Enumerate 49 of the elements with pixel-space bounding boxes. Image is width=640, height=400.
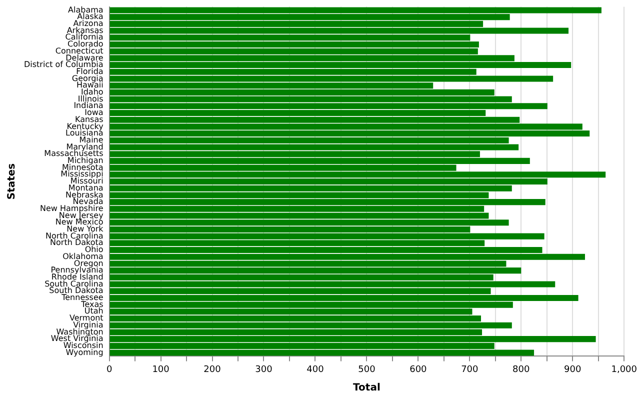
y-tick-label: Arizona bbox=[73, 19, 104, 28]
y-tick-label: Indiana bbox=[74, 101, 104, 110]
y-tick-label: Texas bbox=[80, 300, 104, 309]
x-tick-label: 800 bbox=[512, 364, 530, 375]
x-tick-label: 500 bbox=[358, 364, 376, 375]
y-tick-label: Delaware bbox=[66, 53, 104, 62]
y-tick-label: Maine bbox=[79, 135, 104, 144]
y-tick-label: Wisconsin bbox=[63, 341, 104, 350]
y-tick-label: Missouri bbox=[70, 176, 104, 186]
y-tick-label: Tennessee bbox=[60, 293, 104, 302]
y-tick-label: Washington bbox=[56, 327, 104, 336]
y-tick-label: New Hampshire bbox=[40, 204, 104, 213]
x-tick-label: 600 bbox=[410, 364, 428, 375]
y-tick-label: Nebraska bbox=[66, 190, 104, 200]
x-tick-label: 300 bbox=[255, 364, 273, 375]
y-axis-title: States bbox=[6, 163, 18, 200]
y-tick-label: South Dakota bbox=[49, 286, 104, 296]
y-tick-label: Oklahoma bbox=[62, 252, 104, 261]
y-tick-label: Ohio bbox=[84, 245, 104, 254]
y-tick-label: Minnesota bbox=[62, 162, 104, 172]
x-tick-label: 700 bbox=[461, 364, 479, 375]
y-tick-label: Montana bbox=[68, 183, 104, 192]
y-tick-label: Arkansas bbox=[66, 26, 104, 35]
x-tick-label: 200 bbox=[204, 364, 222, 375]
x-tick-label: 1,000 bbox=[611, 364, 638, 375]
y-tick-label: Alabama bbox=[68, 5, 104, 14]
y-tick-label: Alaska bbox=[77, 12, 104, 22]
y-tick-label: Florida bbox=[76, 66, 104, 76]
y-tick-label: Illinois bbox=[78, 94, 104, 104]
y-tick-label: Oregon bbox=[74, 258, 104, 268]
y-tick-label: Rhode Island bbox=[51, 272, 104, 282]
y-tick-label: Pennsylvania bbox=[50, 266, 104, 275]
y-tick-label: Connecticut bbox=[55, 46, 104, 56]
y-tick-label: Virginia bbox=[73, 320, 104, 330]
x-tick-label: 900 bbox=[564, 364, 582, 375]
x-tick-label: 400 bbox=[306, 364, 324, 375]
y-tick-label: Mississippi bbox=[60, 170, 104, 179]
y-tick-label: Kansas bbox=[74, 114, 104, 124]
y-tick-label: Utah bbox=[84, 306, 104, 316]
y-tick-label: Wyoming bbox=[66, 348, 104, 357]
y-tick-label: Georgia bbox=[72, 74, 104, 83]
y-tick-label: Iowa bbox=[84, 108, 104, 118]
y-tick-label: Maryland bbox=[66, 142, 104, 152]
x-tick-label: 100 bbox=[152, 364, 170, 375]
x-axis-title: Total bbox=[353, 382, 380, 394]
x-tick-label: 0 bbox=[106, 364, 112, 375]
y-tick-label: New Jersey bbox=[58, 210, 104, 220]
y-tick-label: Kentucky bbox=[66, 122, 104, 131]
y-tick-label: Michigan bbox=[67, 156, 104, 166]
